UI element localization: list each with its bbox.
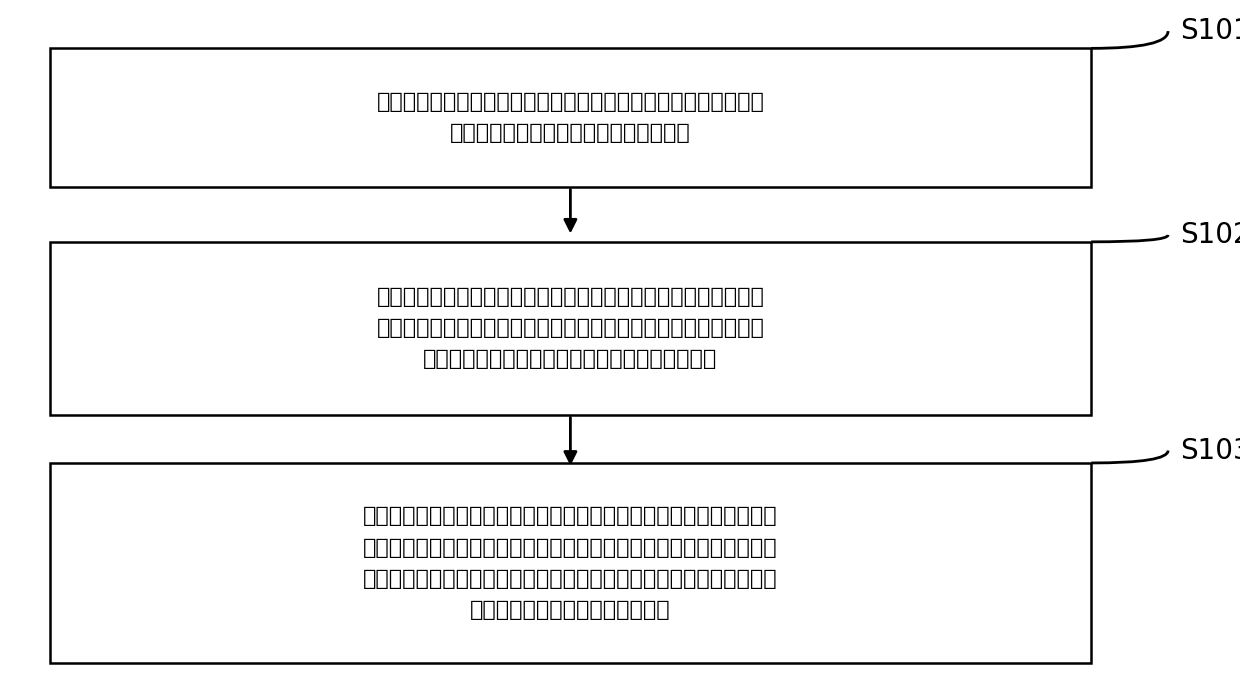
Bar (50, 242, 1091, 415)
Text: S101: S101 (1180, 17, 1240, 45)
Text: S103: S103 (1180, 437, 1240, 464)
Text: S102: S102 (1180, 221, 1240, 249)
Text: 分别对所述第一路传输光脉冲和第二路传输光脉冲进行相位解码，
且将所述第一路传输光脉冲和第二路传输光脉冲中的每一路传输光
脉冲在相位解码后经与其相关联的两条子光路: 分别对所述第一路传输光脉冲和第二路传输光脉冲进行相位解码， 且将所述第一路传输光… (377, 287, 764, 370)
Bar (50, 463, 1091, 663)
Bar (50, 48, 1091, 187)
Text: 将来自与第一路传输光脉冲相关联的两条子光路中的一条子光路的输出
光脉冲直接输出到一个第一单光子探测器进行探测，并将来自与第二路
传输光脉冲相关联的两条子光路中的: 将来自与第一路传输光脉冲相关联的两条子光路中的一条子光路的输出 光脉冲直接输出到… (363, 507, 777, 620)
Text: 将入射的任意偏振态的一路输入光脉冲偏振分束为偏振态相互正交
的第一路传输光脉冲和第二路传输光脉冲: 将入射的任意偏振态的一路输入光脉冲偏振分束为偏振态相互正交 的第一路传输光脉冲和… (377, 92, 764, 143)
